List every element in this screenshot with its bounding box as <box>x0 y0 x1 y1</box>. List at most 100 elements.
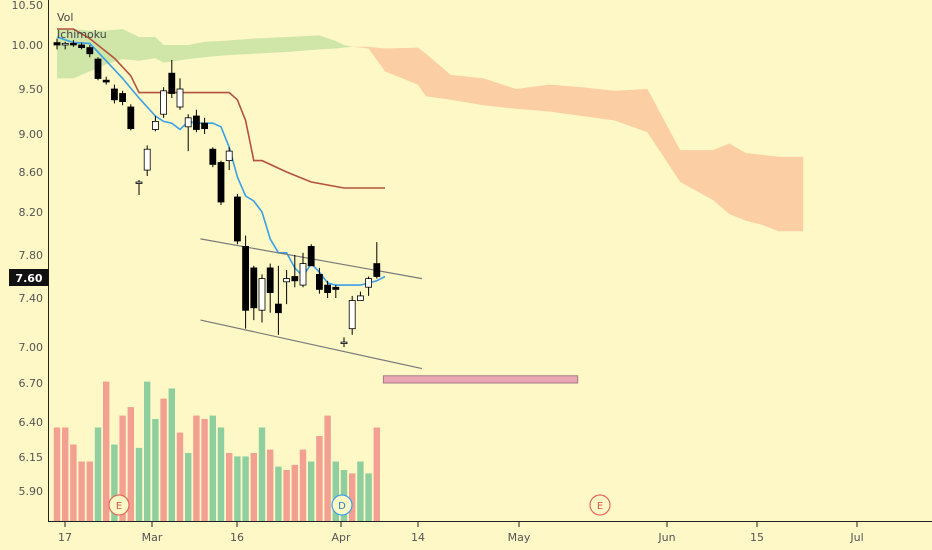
lower-trendline[interactable] <box>200 319 423 370</box>
x-tick-label: 15 <box>750 531 764 544</box>
support-zone[interactable] <box>382 375 579 384</box>
candle-body <box>356 295 364 301</box>
candle-body <box>324 284 332 294</box>
kumo-bearish <box>352 46 804 232</box>
candle-body <box>111 88 118 101</box>
x-tick-label: Apr <box>331 531 351 544</box>
volume-bar <box>299 449 307 521</box>
candle-body <box>127 106 135 130</box>
y-tick-label: 8.60 <box>19 166 44 179</box>
candle-body <box>299 263 307 286</box>
trendlines[interactable] <box>200 238 579 384</box>
volume-bar <box>258 427 266 521</box>
x-tick-label: Jul <box>849 531 863 544</box>
candle-body <box>160 90 168 115</box>
candle-body <box>266 267 274 293</box>
candle-body <box>168 72 176 94</box>
candle-body <box>53 42 61 46</box>
x-tick-label: Jun <box>657 531 675 544</box>
volume-bar <box>349 473 356 521</box>
x-tick-label: 14 <box>411 531 425 544</box>
volume-bar <box>217 427 225 521</box>
y-tick-label: 7.80 <box>19 249 44 262</box>
candle-body <box>373 263 381 277</box>
volume-bar <box>234 456 241 521</box>
y-tick-label: 6.15 <box>19 451 44 464</box>
volume-bar <box>316 436 323 521</box>
volume-bar <box>62 427 69 521</box>
candle-body <box>365 278 373 288</box>
candle-body <box>86 47 94 55</box>
volume-bar <box>283 470 290 521</box>
volume-bar <box>94 427 102 521</box>
volume-bar <box>119 415 126 521</box>
y-tick-label: 7.00 <box>19 341 44 354</box>
x-tick-label: 17 <box>58 531 72 544</box>
candle-body <box>201 122 209 129</box>
volume-bar <box>168 388 175 521</box>
legend-ichimoku[interactable]: Ichimoku <box>57 28 107 41</box>
y-axis-ticks: 10.50 10.00 9.50 9.00 8.60 8.20 7.80 7.40 7.00 6.… <box>12 0 44 498</box>
volume-bar <box>209 415 216 521</box>
candle-body <box>274 303 282 314</box>
volume-bar <box>176 432 184 521</box>
volume-bar <box>275 466 282 521</box>
event-label: D <box>338 501 346 512</box>
candle-body <box>250 267 258 309</box>
candle-body <box>192 115 200 130</box>
y-tick-label: 10.50 <box>12 0 44 12</box>
price-badge: 7.60 <box>9 269 49 286</box>
volume-bar <box>103 381 110 521</box>
kumo-bullish <box>57 29 353 79</box>
candle-body <box>283 278 291 283</box>
x-tick-label: Mar <box>142 531 163 544</box>
volume-bar <box>201 419 208 521</box>
candle-body <box>332 286 340 290</box>
candle-body <box>61 43 69 46</box>
volume-bar <box>185 453 192 521</box>
volume-bar <box>144 381 151 521</box>
legend-vol[interactable]: Vol <box>57 11 73 24</box>
candle-body <box>209 148 217 165</box>
volume-bar <box>291 464 298 521</box>
y-tick-label: 6.70 <box>19 377 44 390</box>
candle-body <box>242 245 250 311</box>
candle-body <box>143 148 151 171</box>
volume-bar <box>193 415 200 521</box>
volume-bar <box>86 461 93 521</box>
event-label: E <box>116 501 122 512</box>
volume-bar <box>152 419 159 521</box>
volume-bar <box>267 449 274 521</box>
volume-bar <box>111 444 118 521</box>
candle-body <box>307 245 315 267</box>
candle-body <box>70 43 77 46</box>
candle-body <box>94 58 102 79</box>
volume-bar <box>373 427 380 521</box>
candle-body <box>348 300 356 330</box>
y-tick-label: 5.90 <box>19 485 44 498</box>
volume-bar <box>365 473 372 521</box>
event-marker[interactable] <box>108 494 130 516</box>
x-tick-label: 16 <box>230 531 244 544</box>
volume-bar <box>332 461 339 521</box>
volume-bar <box>160 398 167 521</box>
volume-bar <box>324 415 331 521</box>
candle-body <box>258 278 266 311</box>
candle-body <box>315 273 323 290</box>
candle-body <box>184 117 192 128</box>
volume-bar <box>226 453 233 521</box>
candle-body <box>119 93 126 103</box>
event-marker[interactable] <box>589 494 611 516</box>
volume-bar <box>357 461 364 521</box>
volume-bar <box>135 447 143 521</box>
candle-body <box>217 162 225 203</box>
event-marker[interactable] <box>331 494 353 516</box>
candle-body <box>291 276 299 282</box>
candle-body <box>102 79 110 83</box>
candle-body <box>225 150 233 162</box>
x-axis-ticks: 17 Mar 16 Apr 14 May Jun 15 Jul <box>58 522 864 544</box>
candle-body <box>135 181 143 184</box>
volume-bar <box>127 407 134 521</box>
